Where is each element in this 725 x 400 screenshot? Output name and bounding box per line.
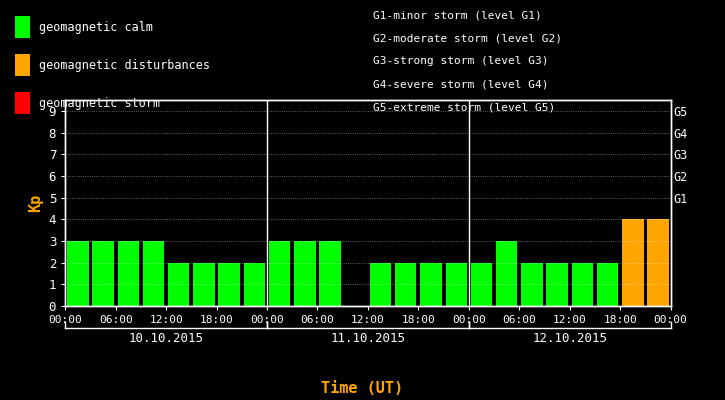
Bar — [320, 241, 341, 306]
Text: G1-minor storm (level G1): G1-minor storm (level G1) — [373, 10, 542, 20]
Text: geomagnetic disturbances: geomagnetic disturbances — [39, 58, 210, 72]
Bar — [92, 241, 114, 306]
Text: G4-severe storm (level G4): G4-severe storm (level G4) — [373, 80, 549, 90]
Text: geomagnetic calm: geomagnetic calm — [39, 20, 153, 34]
Text: G5-extreme storm (level G5): G5-extreme storm (level G5) — [373, 103, 555, 113]
Bar — [370, 263, 392, 306]
Bar — [471, 263, 492, 306]
Text: 12.10.2015: 12.10.2015 — [532, 332, 608, 345]
Bar — [194, 263, 215, 306]
Text: 11.10.2015: 11.10.2015 — [331, 332, 405, 345]
Bar — [571, 263, 593, 306]
Bar — [597, 263, 618, 306]
Text: Time (UT): Time (UT) — [321, 381, 404, 396]
Text: 10.10.2015: 10.10.2015 — [128, 332, 204, 345]
Text: G2-moderate storm (level G2): G2-moderate storm (level G2) — [373, 33, 563, 43]
Bar — [117, 241, 139, 306]
Bar — [269, 241, 291, 306]
Text: geomagnetic storm: geomagnetic storm — [39, 96, 160, 110]
Bar — [647, 219, 668, 306]
Bar — [547, 263, 568, 306]
Y-axis label: Kp: Kp — [28, 194, 44, 212]
Bar — [218, 263, 240, 306]
Bar — [445, 263, 467, 306]
Bar — [244, 263, 265, 306]
Bar — [496, 241, 518, 306]
Bar — [622, 219, 644, 306]
Bar — [521, 263, 542, 306]
Bar — [67, 241, 88, 306]
Bar — [420, 263, 442, 306]
Text: G3-strong storm (level G3): G3-strong storm (level G3) — [373, 56, 549, 66]
Bar — [143, 241, 165, 306]
Bar — [168, 263, 189, 306]
Bar — [395, 263, 416, 306]
Bar — [294, 241, 315, 306]
